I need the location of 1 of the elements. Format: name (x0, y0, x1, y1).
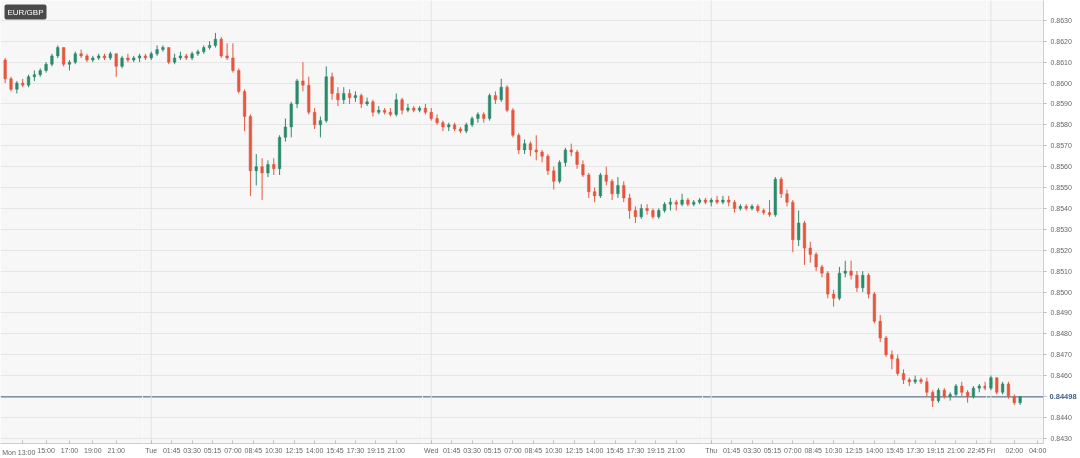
text: EUR/GBP (7, 7, 44, 17)
